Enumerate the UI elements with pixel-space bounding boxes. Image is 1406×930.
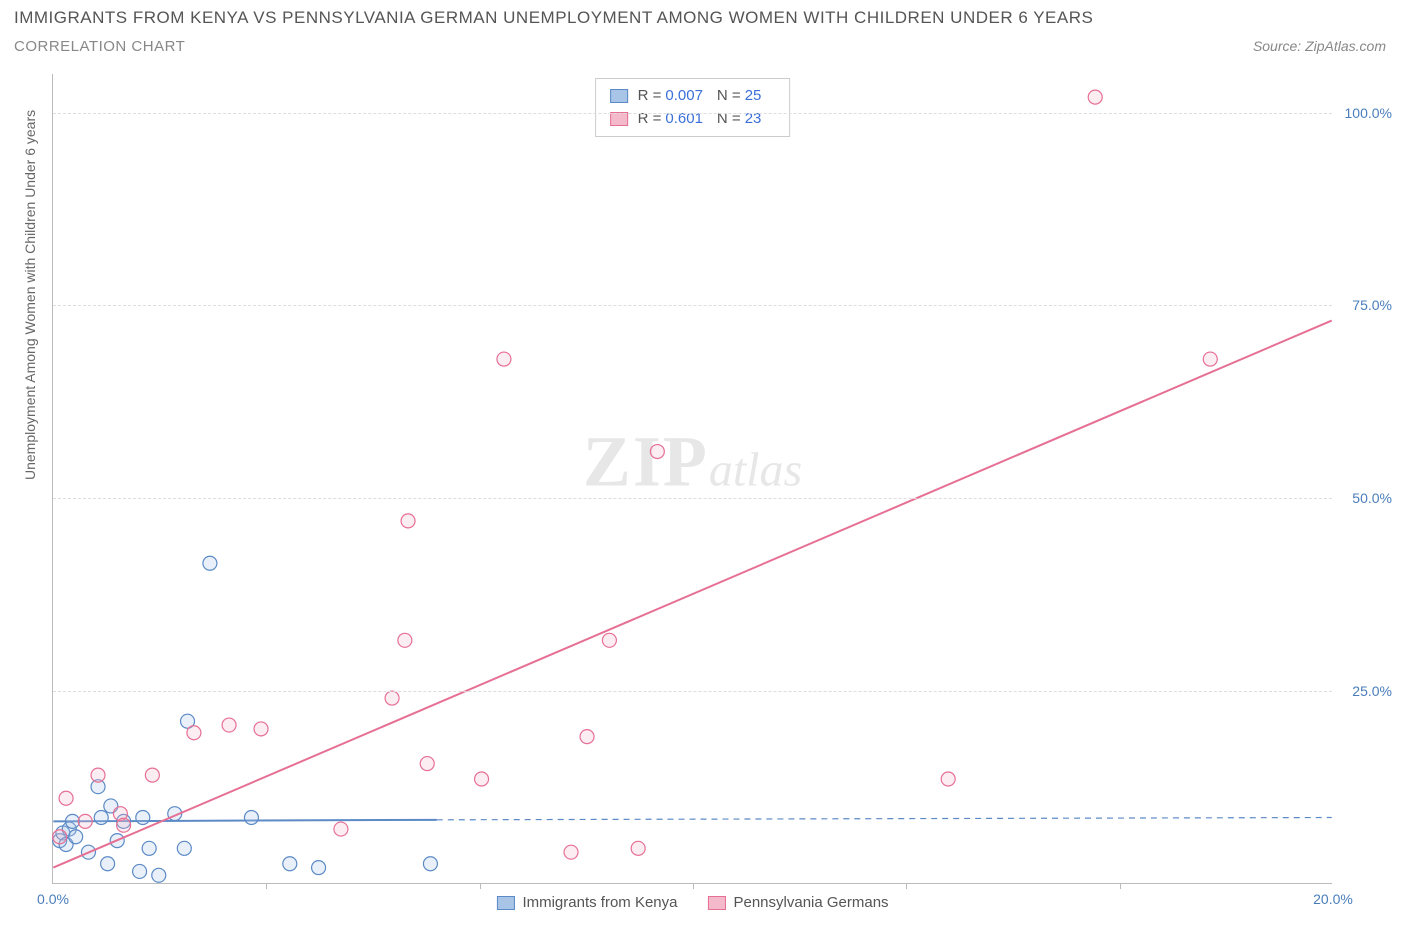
gridline bbox=[53, 113, 1332, 114]
chart-title-line2: CORRELATION CHART bbox=[14, 38, 185, 55]
source-attribution: Source: ZipAtlas.com bbox=[1253, 38, 1386, 54]
x-tick-mark bbox=[906, 883, 907, 889]
legend-item-1: Pennsylvania Germans bbox=[707, 894, 888, 911]
x-tick-label: 20.0% bbox=[1313, 891, 1353, 907]
gridline bbox=[53, 305, 1332, 306]
y-tick-label: 50.0% bbox=[1352, 490, 1392, 506]
y-tick-label: 75.0% bbox=[1352, 297, 1392, 313]
x-tick-mark bbox=[1120, 883, 1121, 889]
y-tick-label: 100.0% bbox=[1345, 105, 1392, 121]
x-tick-mark bbox=[480, 883, 481, 889]
gridline bbox=[53, 498, 1332, 499]
x-tick-mark bbox=[693, 883, 694, 889]
y-axis-label: Unemployment Among Women with Children U… bbox=[22, 110, 38, 480]
gridline bbox=[53, 691, 1332, 692]
legend-row-series-0: R =0.007N =25 bbox=[610, 85, 776, 108]
plot-area: ZIPatlas R =0.007N =25 R =0.601N =23 Imm… bbox=[52, 74, 1332, 884]
scatter-svg bbox=[53, 74, 1332, 883]
legend-swatch-0b bbox=[496, 896, 514, 910]
x-tick-label: 0.0% bbox=[37, 891, 69, 907]
series-legend: Immigrants from Kenya Pennsylvania Germa… bbox=[496, 894, 888, 911]
y-tick-label: 25.0% bbox=[1352, 683, 1392, 699]
correlation-legend: R =0.007N =25 R =0.601N =23 bbox=[595, 78, 791, 137]
legend-item-0: Immigrants from Kenya bbox=[496, 894, 677, 911]
legend-swatch-1 bbox=[610, 112, 628, 126]
x-tick-mark bbox=[266, 883, 267, 889]
legend-swatch-0 bbox=[610, 89, 628, 103]
legend-row-series-1: R =0.601N =23 bbox=[610, 108, 776, 131]
chart-title-line1: IMMIGRANTS FROM KENYA VS PENNSYLVANIA GE… bbox=[14, 8, 1093, 28]
legend-swatch-1b bbox=[707, 896, 725, 910]
